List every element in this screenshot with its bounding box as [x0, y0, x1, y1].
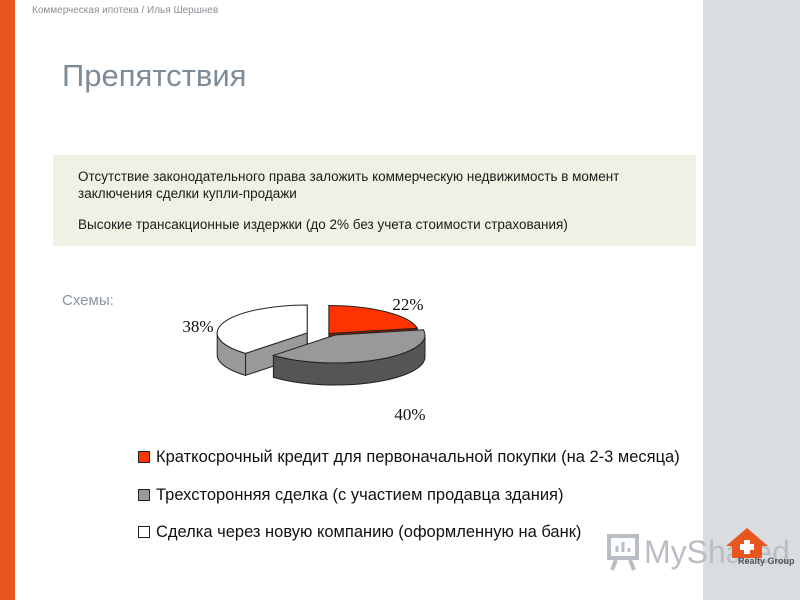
- legend-label: Трехсторонняя сделка (с участием продавц…: [156, 486, 564, 504]
- legend-swatch: [138, 488, 150, 501]
- pie-slice-top: [216, 304, 308, 354]
- pie-data-label: 22%: [392, 295, 423, 314]
- obstacles-box: Отсутствие законодательного права заложи…: [53, 155, 696, 246]
- legend-label: Краткосрочный кредит для первоначальной …: [156, 448, 680, 466]
- schemes-label: Схемы:: [62, 292, 114, 309]
- legend-item: Краткосрочный кредит для первоначальной …: [138, 448, 680, 467]
- right-side-panel: [703, 0, 800, 600]
- brand-text: Realty Group: [738, 556, 795, 566]
- page-title: Препятствия: [62, 58, 247, 93]
- pie-slice-top: [271, 329, 426, 364]
- brand-house-icon: [726, 528, 768, 558]
- legend-item: Трехсторонняя сделка (с участием продавц…: [138, 486, 563, 505]
- obstacle-item: Отсутствие законодательного права заложи…: [78, 169, 620, 201]
- breadcrumb: Коммерческая ипотека / Илья Шершнев: [32, 5, 219, 16]
- legend-item: Сделка через новую компанию (оформленную…: [138, 523, 581, 542]
- pie-slice: [216, 304, 308, 377]
- legend-swatch: [138, 525, 150, 538]
- pie-chart: 22% 40% 38%: [182, 295, 426, 424]
- pie-data-label: 40%: [394, 405, 425, 424]
- watermark: MyShared: [606, 532, 790, 576]
- legend-label: Сделка через новую компанию (оформленную…: [156, 523, 582, 541]
- legend-swatch: [138, 450, 150, 463]
- pie-slice-top: [328, 304, 419, 334]
- left-accent-bar: [0, 0, 15, 600]
- pie-data-label: 38%: [182, 317, 213, 336]
- watermark-text: MyShared: [644, 534, 790, 570]
- obstacle-item: Высокие трансакционные издержки (до 2% б…: [78, 217, 568, 232]
- presentation-icon: [607, 534, 639, 571]
- pie-slice: [271, 329, 426, 386]
